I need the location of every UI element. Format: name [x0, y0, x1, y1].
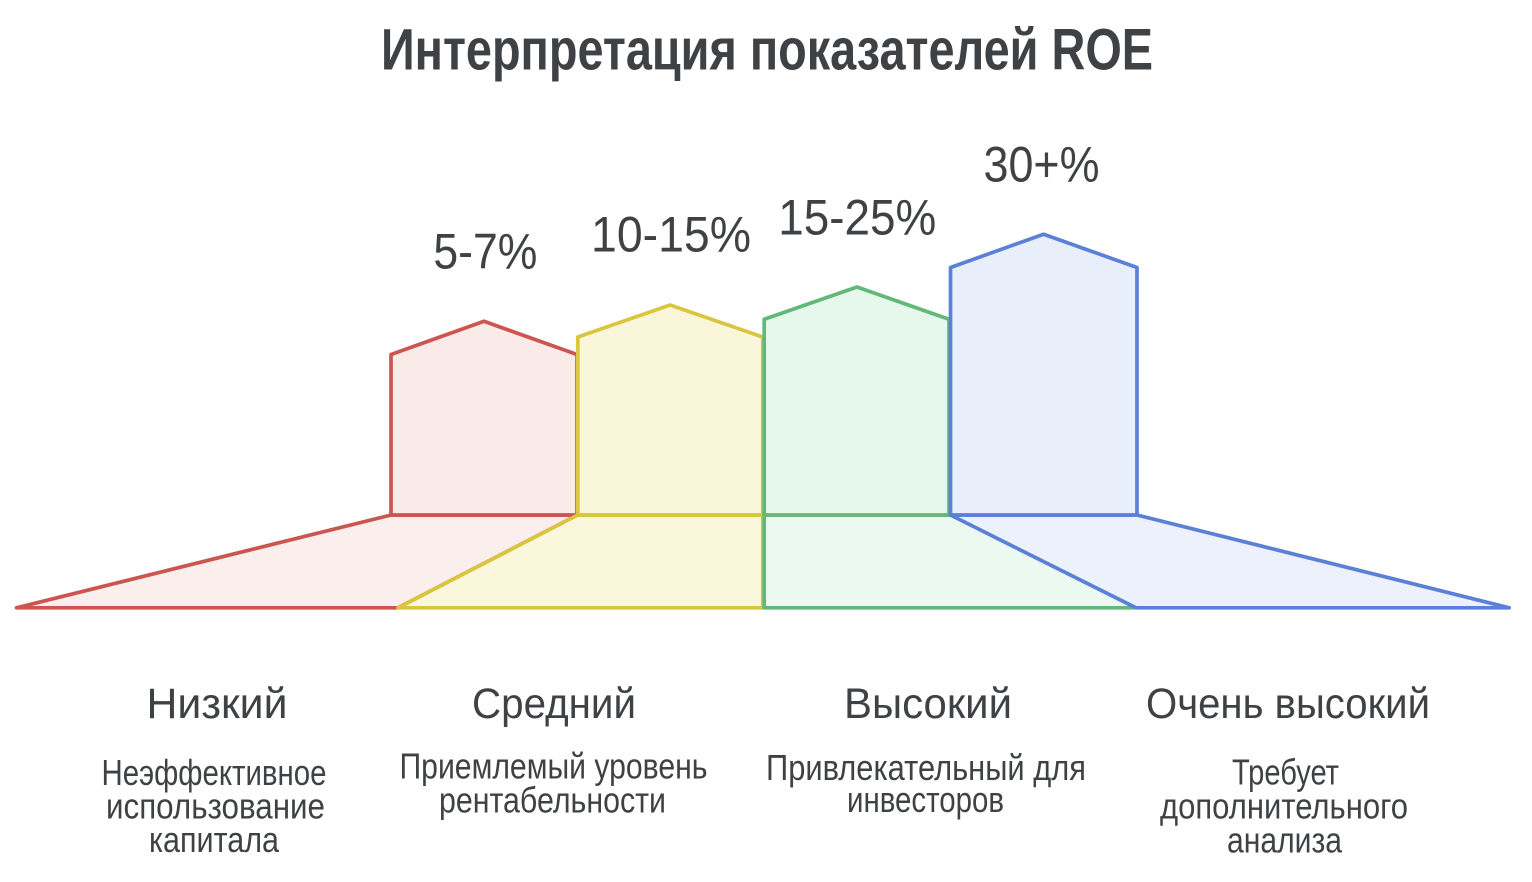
svg-text:использование: использование	[106, 785, 325, 826]
svg-text:Низкий: Низкий	[147, 681, 288, 728]
svg-text:дополнительного: дополнительного	[1160, 786, 1408, 827]
svg-text:Неэффективное: Неэффективное	[102, 752, 327, 793]
svg-text:капитала: капитала	[149, 819, 280, 860]
svg-text:Привлекательный для: Привлекательный для	[766, 747, 1086, 788]
svg-text:Средний: Средний	[472, 681, 636, 728]
svg-text:Очень высокий: Очень высокий	[1146, 681, 1430, 728]
svg-text:Приемлемый уровень: Приемлемый уровень	[400, 746, 708, 787]
svg-text:10-15%: 10-15%	[591, 206, 751, 263]
svg-text:инвесторов: инвесторов	[847, 779, 1004, 820]
svg-text:Высокий: Высокий	[844, 681, 1012, 728]
svg-text:15-25%: 15-25%	[778, 188, 936, 245]
svg-text:анализа: анализа	[1227, 820, 1343, 861]
svg-text:Интерпретация показателей ROE: Интерпретация показателей ROE	[381, 18, 1153, 83]
svg-text:рентабельности: рентабельности	[439, 779, 666, 820]
svg-text:5-7%: 5-7%	[433, 223, 537, 280]
svg-text:30+%: 30+%	[984, 136, 1100, 193]
svg-text:Требует: Требует	[1232, 751, 1339, 792]
